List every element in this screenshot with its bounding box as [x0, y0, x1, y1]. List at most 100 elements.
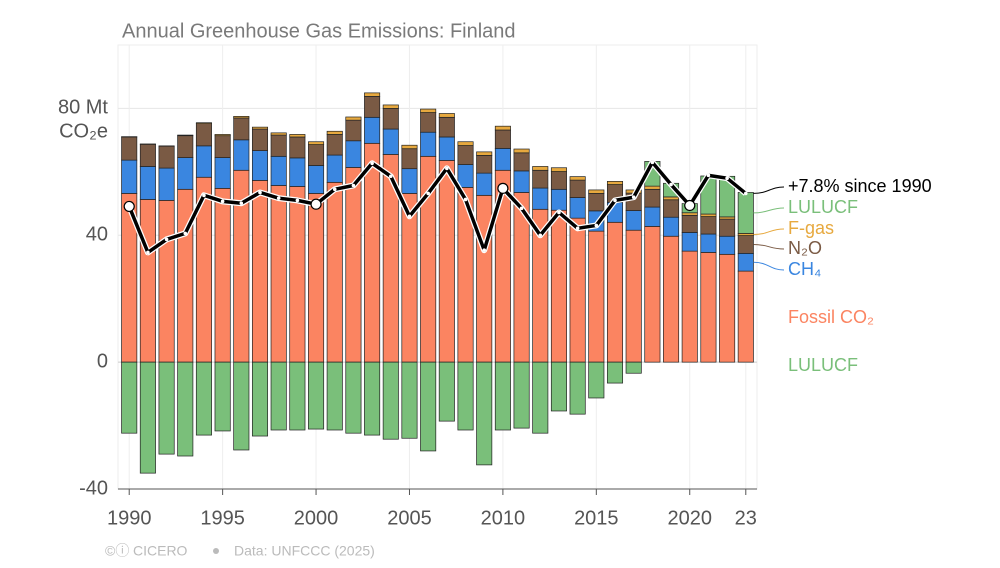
bar-segment	[271, 185, 286, 362]
bar-segment	[252, 127, 267, 129]
bar-segment	[234, 118, 249, 140]
bar-segment	[477, 152, 492, 155]
bar-segment	[682, 251, 697, 362]
bar-segment	[626, 362, 641, 373]
net-point	[613, 199, 617, 203]
bar-segment	[196, 123, 211, 124]
bar-segment	[495, 148, 510, 170]
y-tick-label: 80 Mt	[58, 97, 108, 119]
bar-segment	[215, 362, 230, 431]
credit: CICERO	[133, 543, 188, 559]
bar-segment	[308, 166, 323, 194]
bar-segment	[645, 186, 660, 189]
bar-segment	[551, 172, 566, 190]
bar-segment	[327, 362, 342, 430]
x-tick-label: 1990	[107, 507, 152, 529]
bar-segment	[738, 236, 753, 254]
y-tick-label: 40	[86, 224, 108, 246]
label-connector	[753, 262, 784, 270]
bar-segment	[271, 362, 286, 430]
bar-segment	[346, 362, 361, 433]
net-point	[520, 207, 524, 211]
net-point	[464, 198, 468, 202]
net-point	[370, 161, 374, 165]
bar-segment	[514, 362, 529, 428]
net-point	[669, 183, 673, 187]
bar-segment	[719, 236, 734, 254]
bar-segment	[420, 109, 435, 112]
bar-segment	[364, 96, 379, 117]
bar-segment	[159, 146, 174, 168]
bar-segment	[682, 232, 697, 251]
series-label: +7.8% since 1990	[788, 176, 932, 196]
label-connector	[753, 187, 784, 193]
x-tick-label: 1995	[200, 507, 245, 529]
bar-segment	[626, 230, 641, 362]
net-point	[202, 194, 206, 198]
bar-segment	[402, 145, 417, 148]
net-point	[482, 248, 486, 252]
net-point	[389, 174, 393, 178]
bar-segment	[663, 200, 678, 217]
bar-segment	[420, 132, 435, 156]
net-point	[707, 174, 711, 178]
bars	[122, 93, 754, 473]
bar-segment	[327, 134, 342, 155]
bar-segment	[271, 156, 286, 185]
bar-segment	[551, 210, 566, 362]
bar-segment	[477, 362, 492, 465]
bar-segment	[682, 213, 697, 216]
bar-segment	[533, 188, 548, 209]
source: Data: UNFCCC (2025)	[234, 543, 375, 559]
bar-segment	[533, 166, 548, 170]
net-point	[333, 188, 337, 192]
bar-segment	[663, 197, 678, 200]
bar-segment	[140, 362, 155, 473]
bar-segment	[701, 234, 716, 252]
bar-segment	[570, 218, 585, 362]
bar-segment	[701, 252, 716, 362]
bar-segment	[458, 142, 473, 146]
net-point	[725, 176, 729, 180]
net-point	[595, 224, 599, 228]
bar-segment	[495, 362, 510, 430]
bar-segment	[645, 207, 660, 226]
bar-segment	[215, 134, 230, 135]
bar-segment	[122, 160, 137, 193]
bar-segment	[364, 117, 379, 143]
bar-segment	[308, 142, 323, 145]
bar-segment	[252, 180, 267, 362]
grid	[118, 45, 757, 495]
label-connector	[753, 244, 784, 249]
net-point	[632, 195, 636, 199]
bar-segment	[439, 114, 454, 118]
x-tick-label: 2020	[667, 507, 712, 529]
net-point	[498, 183, 508, 193]
bar-segment	[402, 362, 417, 438]
y-unit: CO₂e	[59, 121, 108, 143]
series-label: F-gas	[788, 218, 834, 238]
bar-segment	[196, 124, 211, 146]
bar-segment	[364, 143, 379, 362]
series-label: Fossil CO₂	[788, 307, 874, 327]
bar-segment	[271, 135, 286, 156]
bar-segment	[738, 192, 753, 233]
bar-segment	[495, 130, 510, 148]
bar-segment	[234, 116, 249, 118]
bar-segment	[252, 151, 267, 181]
bar-segment	[533, 362, 548, 433]
bar-segment	[346, 141, 361, 168]
label-connector	[753, 229, 784, 234]
bar-segment	[290, 362, 305, 430]
bar-segment	[477, 173, 492, 195]
net-point	[352, 184, 356, 188]
bar-segment	[645, 226, 660, 362]
bar-segment	[645, 189, 660, 207]
bar-segment	[178, 189, 193, 362]
net-point	[557, 211, 561, 215]
bar-segment	[346, 120, 361, 141]
bar-segment	[327, 182, 342, 362]
separator	[213, 548, 219, 554]
net-point	[183, 232, 187, 236]
